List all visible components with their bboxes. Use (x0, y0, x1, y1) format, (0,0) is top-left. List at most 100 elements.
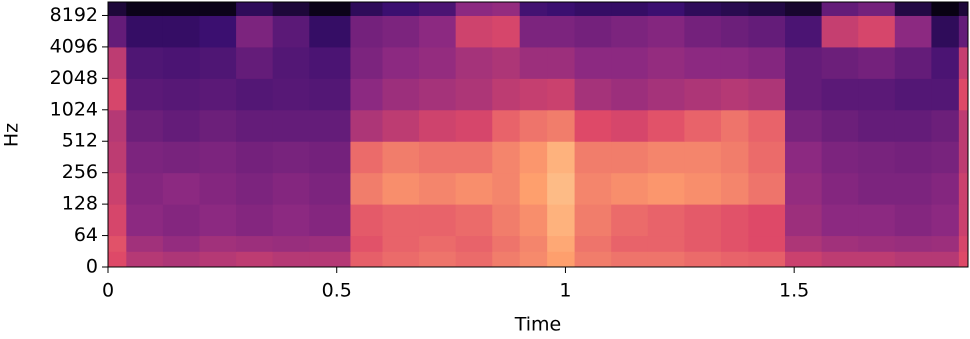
heatmap-cell (382, 2, 420, 16)
heatmap-cell (492, 251, 521, 268)
heatmap-cell (748, 235, 786, 252)
heatmap-cell (309, 204, 351, 237)
heatmap-cell (519, 15, 548, 48)
heatmap-cell (748, 204, 786, 237)
heatmap-cell (382, 141, 420, 174)
heatmap-cell (858, 235, 896, 252)
heatmap-cell (958, 78, 969, 111)
heatmap-cell (519, 204, 548, 237)
heatmap-cell (684, 46, 722, 79)
heatmap-cell (684, 172, 722, 205)
heatmap-cell (931, 141, 960, 174)
heatmap-cell (931, 46, 960, 79)
heatmap-cell (108, 78, 127, 111)
heatmap-cell (684, 251, 722, 268)
heatmap-cell (785, 235, 823, 252)
heatmap-cell (126, 15, 164, 48)
heatmap-cell (748, 2, 786, 16)
heatmap-cell (199, 15, 237, 48)
y-tick-label: 8192 (50, 4, 98, 26)
heatmap-cell (272, 109, 310, 142)
y-tick-label: 256 (62, 161, 98, 183)
heatmap-cell (272, 251, 310, 268)
heatmap-cell (519, 109, 548, 142)
heatmap-cell (108, 15, 127, 48)
y-tick-label: 512 (62, 130, 98, 152)
heatmap-cell (858, 78, 896, 111)
heatmap-cell (684, 235, 722, 252)
heatmap-cell (547, 15, 576, 48)
heatmap-cell (858, 15, 896, 48)
heatmap-cell (419, 204, 457, 237)
heatmap-cell (647, 204, 685, 237)
heatmap-cell (958, 2, 969, 16)
heatmap-cell (162, 78, 200, 111)
heatmap-cell (858, 46, 896, 79)
heatmap-cell (519, 78, 548, 111)
heatmap-cell (958, 46, 969, 79)
y-axis-label: Hz (1, 123, 23, 147)
heatmap-cell (519, 235, 548, 252)
heatmap-cell (611, 2, 649, 16)
heatmap-cell (162, 2, 200, 16)
heatmap-cell (236, 141, 274, 174)
heatmap-cell (519, 141, 548, 174)
heatmap-cell (419, 2, 457, 16)
heatmap-cell (821, 141, 859, 174)
heatmap-cell (958, 172, 969, 205)
heatmap-cell (574, 235, 612, 252)
heatmap-cell (647, 78, 685, 111)
heatmap-cell (162, 172, 200, 205)
heatmap-cell (382, 172, 420, 205)
heatmap-cell (108, 109, 127, 142)
heatmap-cell (126, 204, 164, 237)
heatmap-cell (272, 2, 310, 16)
heatmap-cell (684, 78, 722, 111)
y-tick-label: 128 (62, 193, 98, 215)
heatmap-cell (894, 251, 932, 268)
heatmap-cell (574, 78, 612, 111)
heatmap-cell (611, 109, 649, 142)
heatmap-cell (309, 235, 351, 252)
heatmap-cell (492, 15, 521, 48)
heatmap-cell (611, 251, 649, 268)
x-tick-label: 0 (102, 280, 114, 302)
heatmap-cell (574, 15, 612, 48)
heatmap-cell (821, 172, 859, 205)
heatmap-cell (611, 204, 649, 237)
x-tick-label: 0.5 (322, 280, 352, 302)
heatmap-cell (647, 15, 685, 48)
heatmap-cell (720, 172, 749, 205)
heatmap-cell (547, 172, 576, 205)
heatmap-cell (720, 251, 749, 268)
heatmap-cell (894, 204, 932, 237)
heatmap-cell (748, 15, 786, 48)
heatmap-cell (894, 46, 932, 79)
heatmap-cell (720, 15, 749, 48)
heatmap-cell (519, 251, 548, 268)
heatmap-cell (236, 15, 274, 48)
heatmap-cell (272, 172, 310, 205)
heatmap-cell (162, 46, 200, 79)
heatmap-cell (858, 2, 896, 16)
heatmap-cell (455, 15, 493, 48)
heatmap-cell (519, 172, 548, 205)
heatmap-cell (108, 46, 127, 79)
heatmap-cell (492, 2, 521, 16)
heatmap-cell (958, 251, 969, 268)
heatmap-cell (199, 109, 237, 142)
heatmap-cell (455, 46, 493, 79)
heatmap-cell (126, 109, 164, 142)
heatmap-cell (748, 46, 786, 79)
heatmap-cell (931, 251, 960, 268)
heatmap-cell (272, 235, 310, 252)
heatmap-cell (647, 141, 685, 174)
heatmap-cell (419, 251, 457, 268)
heatmap-cell (574, 46, 612, 79)
heatmap-cell (108, 251, 127, 268)
heatmap-cell (350, 172, 383, 205)
heatmap-cell (199, 141, 237, 174)
heatmap-cell (647, 172, 685, 205)
heatmap-cell (382, 15, 420, 48)
